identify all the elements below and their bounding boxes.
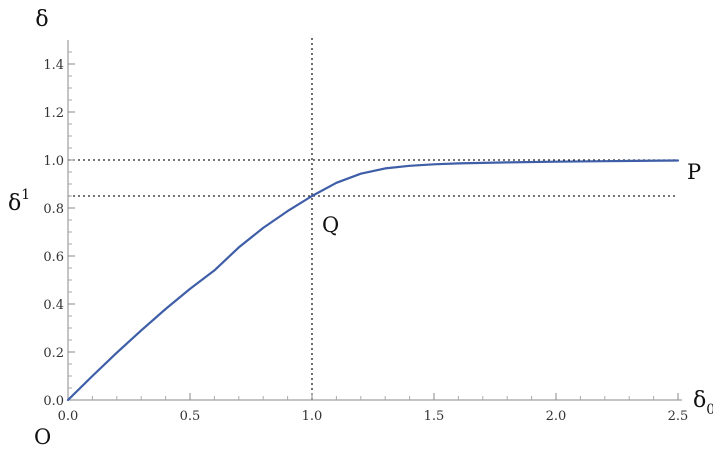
axes (67, 40, 682, 401)
y-tick-label: 0.8 (43, 202, 64, 217)
ticks (67, 51, 679, 401)
series-line (66, 159, 680, 402)
delta1-label-main: δ (8, 191, 21, 216)
x-tick-label: 0.0 (58, 409, 79, 424)
x-tick-label: 1.5 (424, 409, 445, 424)
point-label-o: O (34, 425, 51, 449)
point-label-p: P (687, 160, 701, 184)
x-axis-title-sub: 0 (706, 402, 713, 418)
y-tick-label: 0.4 (43, 298, 64, 313)
y-tick-label: 1.0 (43, 154, 64, 169)
y-tick-label: 1.2 (43, 106, 64, 121)
delta1-label-sup: 1 (21, 187, 30, 203)
x-tick-label: 2.0 (546, 409, 567, 424)
y-tick-label: 0.6 (43, 250, 64, 265)
x-axis-title-main: δ (693, 388, 706, 413)
tick-labels: 0.0 0.5 1.0 1.5 2.0 2.5 0.0 0.2 0.4 0.6 0.8 1.0 1.2 1… (43, 58, 688, 424)
y-tick-label: 0.0 (43, 394, 64, 409)
series-group (66, 159, 680, 402)
y-tick-label: 1.4 (43, 58, 64, 73)
x-tick-label: 1.0 (302, 409, 323, 424)
point-label-q: Q (322, 213, 339, 237)
reference-lines (68, 38, 678, 400)
x-axis-title: δ0 (693, 388, 713, 418)
y-axis-title: δ (35, 7, 48, 32)
x-tick-label: 2.5 (668, 409, 689, 424)
y-tick-label: 0.2 (43, 346, 64, 361)
delta1-label: δ1 (8, 187, 30, 216)
x-tick-label: 0.5 (180, 409, 201, 424)
